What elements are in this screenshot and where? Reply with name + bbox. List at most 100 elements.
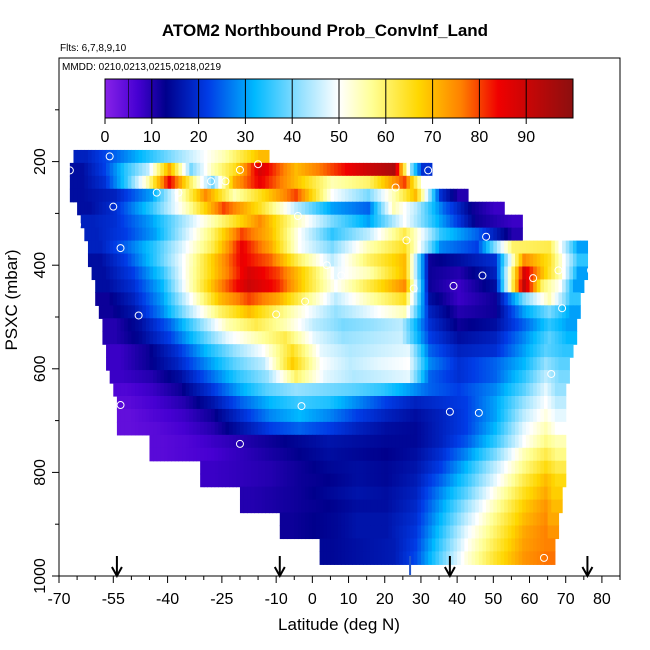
heatmap-cell <box>352 473 357 488</box>
heatmap-cell <box>203 331 208 345</box>
heatmap-cell <box>163 240 169 255</box>
heatmap-cell <box>388 175 393 190</box>
heatmap-cell <box>507 395 513 410</box>
heatmap-cell <box>196 279 201 293</box>
heatmap-cell <box>196 370 201 384</box>
heatmap-cell <box>135 188 140 203</box>
heatmap-cell <box>319 175 324 190</box>
heatmap-cell <box>138 395 143 410</box>
heatmap-cell <box>323 253 328 268</box>
heatmap-cell <box>355 188 361 203</box>
heatmap-cell <box>525 512 531 527</box>
heatmap-cell <box>171 395 176 410</box>
heatmap-cell <box>522 266 527 281</box>
heatmap-cell <box>381 460 386 475</box>
x-axis-label: Latitude (deg N) <box>278 615 400 634</box>
heatmap-cell <box>363 512 368 527</box>
heatmap-cell <box>196 318 201 332</box>
heatmap-cell <box>453 486 458 501</box>
heatmap-cell <box>229 460 234 475</box>
heatmap-cell <box>348 460 353 475</box>
heatmap-cell <box>258 318 263 332</box>
heatmap-cell <box>207 240 212 255</box>
heatmap-cell <box>279 434 284 449</box>
heatmap-cell <box>102 162 107 177</box>
heatmap-cell <box>287 525 292 540</box>
heatmap-cell <box>326 266 332 281</box>
heatmap-cell <box>145 408 151 423</box>
heatmap-cell <box>507 383 513 397</box>
heatmap-cell <box>489 227 494 242</box>
heatmap-cell <box>482 331 487 345</box>
heatmap-cell <box>243 279 248 293</box>
heatmap-cell <box>243 460 248 475</box>
heatmap-cell <box>554 525 560 540</box>
heatmap-cell <box>431 512 437 527</box>
heatmap-cell <box>377 512 382 527</box>
heatmap-cell <box>308 175 313 190</box>
heatmap-cell <box>334 370 339 384</box>
heatmap-cell <box>243 370 248 384</box>
heatmap-cell <box>258 162 263 177</box>
heatmap-cell <box>211 318 216 332</box>
heatmap-cell <box>377 253 382 268</box>
heatmap-cell <box>124 292 129 306</box>
heatmap-cell <box>377 227 382 242</box>
heatmap-cell <box>471 551 476 565</box>
heatmap-cell <box>236 227 241 242</box>
heatmap-cell <box>167 357 172 371</box>
heatmap-cell <box>388 473 393 488</box>
heatmap-cell <box>417 214 422 229</box>
heatmap-cell <box>352 305 357 319</box>
heatmap-cell <box>424 357 429 371</box>
heatmap-cell <box>504 551 509 565</box>
heatmap-cell <box>330 344 335 358</box>
heatmap-cell <box>435 383 440 397</box>
heatmap-cell <box>323 486 328 501</box>
heatmap-cell <box>301 305 306 319</box>
heatmap-cell <box>312 473 317 488</box>
heatmap-cell <box>308 266 313 281</box>
heatmap-cell <box>446 240 451 255</box>
heatmap-cell <box>95 175 100 190</box>
heatmap-cell <box>160 408 165 423</box>
heatmap-cell <box>551 292 556 306</box>
heatmap-cell <box>265 253 270 268</box>
heatmap-cell <box>319 240 324 255</box>
heatmap-cell <box>124 357 129 371</box>
heatmap-cell <box>363 473 368 488</box>
heatmap-cell <box>467 318 473 332</box>
heatmap-cell <box>482 538 487 552</box>
heatmap-cell <box>229 447 234 462</box>
heatmap-cell <box>131 331 136 345</box>
heatmap-cell <box>167 318 172 332</box>
heatmap-cell <box>265 305 270 319</box>
heatmap-cell <box>243 395 248 410</box>
heatmap-cell <box>388 538 393 552</box>
heatmap-cell <box>388 383 393 397</box>
heatmap-cell <box>153 408 158 423</box>
heatmap-cell <box>399 434 404 449</box>
heatmap-cell <box>319 408 324 423</box>
heatmap-cell <box>482 279 487 293</box>
heatmap-cell <box>543 266 549 281</box>
heatmap-cell <box>287 395 292 410</box>
heatmap-cell <box>482 214 487 229</box>
heatmap-cell <box>276 266 281 281</box>
heatmap-cell <box>496 201 502 216</box>
heatmap-cell <box>583 253 589 268</box>
heatmap-cell <box>232 383 237 397</box>
heatmap-cell <box>529 370 534 384</box>
heatmap-cell <box>486 370 491 384</box>
heatmap-cell <box>486 499 491 514</box>
heatmap-cell <box>475 318 480 332</box>
heatmap-cell <box>406 279 411 293</box>
heatmap-cell <box>359 344 364 358</box>
heatmap-cell <box>127 383 132 397</box>
heatmap-cell <box>290 383 295 397</box>
heatmap-cell <box>218 253 223 268</box>
heatmap-cell <box>344 512 350 527</box>
heatmap-cell <box>142 201 147 216</box>
heatmap-cell <box>276 344 281 358</box>
heatmap-cell <box>543 421 549 436</box>
